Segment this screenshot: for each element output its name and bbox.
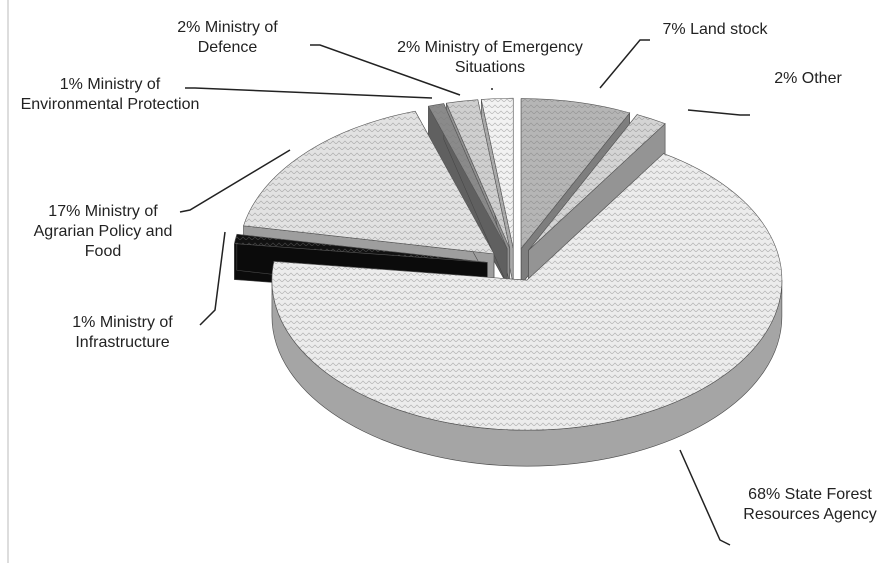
pie bbox=[233, 97, 783, 467]
chart-border bbox=[7, 0, 9, 563]
value-label: 2% bbox=[774, 70, 798, 87]
slice-texture bbox=[528, 114, 666, 251]
value-label: 68% bbox=[748, 486, 781, 503]
category-label: Ministry of Infrastructure bbox=[75, 314, 173, 351]
category-label: Other bbox=[801, 70, 842, 87]
slice-side-shade bbox=[271, 280, 782, 467]
slice-texture bbox=[446, 99, 510, 249]
slice-label: 68% State Forest Resources Agency bbox=[720, 485, 888, 525]
leader-line bbox=[310, 44, 461, 96]
value-label: 17% bbox=[48, 203, 81, 220]
slice-texture bbox=[234, 234, 488, 263]
leader-line bbox=[599, 39, 650, 89]
slice-texture bbox=[271, 153, 782, 431]
slice-texture bbox=[428, 103, 508, 249]
leader-line bbox=[679, 449, 731, 546]
slice-label: 7% Land stock bbox=[630, 20, 800, 40]
leader-line bbox=[199, 231, 226, 326]
leader-line bbox=[179, 149, 291, 213]
value-label: 1% bbox=[59, 76, 83, 93]
value-label: 2% bbox=[397, 39, 421, 56]
slice-texture bbox=[243, 111, 494, 254]
leader-lines bbox=[179, 39, 750, 546]
leader-line bbox=[185, 87, 433, 99]
category-label: Ministry of Environmental Protection bbox=[20, 76, 200, 113]
category-label: Ministry of Defence bbox=[197, 19, 278, 56]
slice-label: 1% Ministry of Environmental Protection bbox=[20, 75, 200, 115]
value-label: 2% bbox=[177, 19, 201, 36]
slice-label: 2% Ministry of Emergency Situations bbox=[395, 38, 585, 78]
slice-label: 17% Ministry of Agrarian Policy and Food bbox=[18, 202, 188, 262]
category-label: State Forest Resources Agency bbox=[743, 486, 877, 523]
category-label: Land stock bbox=[690, 21, 768, 38]
slice-label: 1% Ministry of Infrastructure bbox=[40, 313, 205, 353]
category-label: Ministry of Emergency Situations bbox=[424, 39, 583, 76]
value-label: 7% bbox=[662, 21, 686, 38]
value-label: 1% bbox=[72, 314, 96, 331]
category-label: Ministry of Agrarian Policy and Food bbox=[33, 203, 173, 260]
slice-texture bbox=[481, 98, 514, 249]
slice-side-shade bbox=[528, 123, 666, 287]
slice-label: 2% Ministry of Defence bbox=[160, 18, 295, 58]
slice-label: 2% Other bbox=[748, 69, 868, 89]
slice-texture bbox=[521, 98, 630, 249]
leader-line bbox=[687, 109, 750, 116]
